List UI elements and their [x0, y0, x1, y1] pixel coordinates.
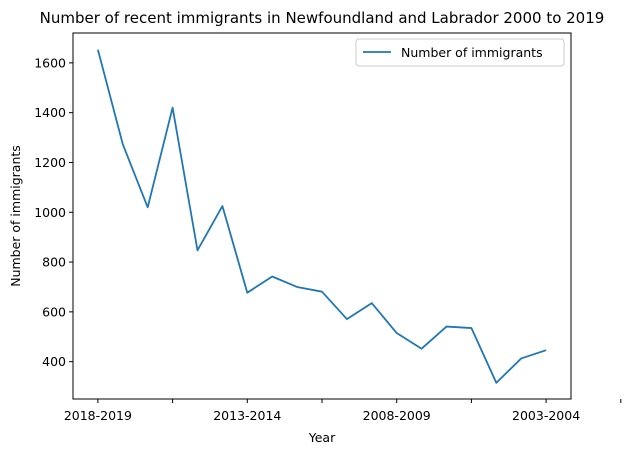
y-tick-label: 800 [42, 255, 66, 270]
y-tick-label: 1000 [34, 205, 66, 220]
plot-area [72, 32, 572, 400]
x-tick-label: 2003-2004 [512, 408, 580, 423]
y-axis: 400 600 800 1000 1200 1400 1600 [34, 55, 73, 369]
x-tick-label: 2013-2014 [213, 408, 281, 423]
y-tick-label: 1600 [34, 55, 66, 70]
y-tick-label: 1400 [34, 105, 66, 120]
legend-label: Number of immigrants [401, 45, 543, 60]
x-tick-label: 2008-2009 [363, 408, 431, 423]
x-axis: 2018-2019 2013-2014 2008-2009 2003-2004 [64, 399, 622, 423]
chart-title: Number of recent immigrants in Newfoundl… [40, 9, 605, 27]
series-line [97, 49, 547, 384]
legend: Number of immigrants [355, 38, 565, 67]
y-tick-label: 1200 [34, 155, 66, 170]
y-axis-label: Number of immigrants [8, 145, 23, 287]
y-tick-label: 400 [42, 354, 66, 369]
plot-frame [72, 32, 572, 400]
x-axis-label: Year [308, 430, 336, 445]
y-tick-label: 600 [42, 304, 66, 319]
series-layer [97, 49, 547, 384]
x-tick-label: 2018-2019 [64, 408, 132, 423]
legend-box [355, 38, 565, 67]
